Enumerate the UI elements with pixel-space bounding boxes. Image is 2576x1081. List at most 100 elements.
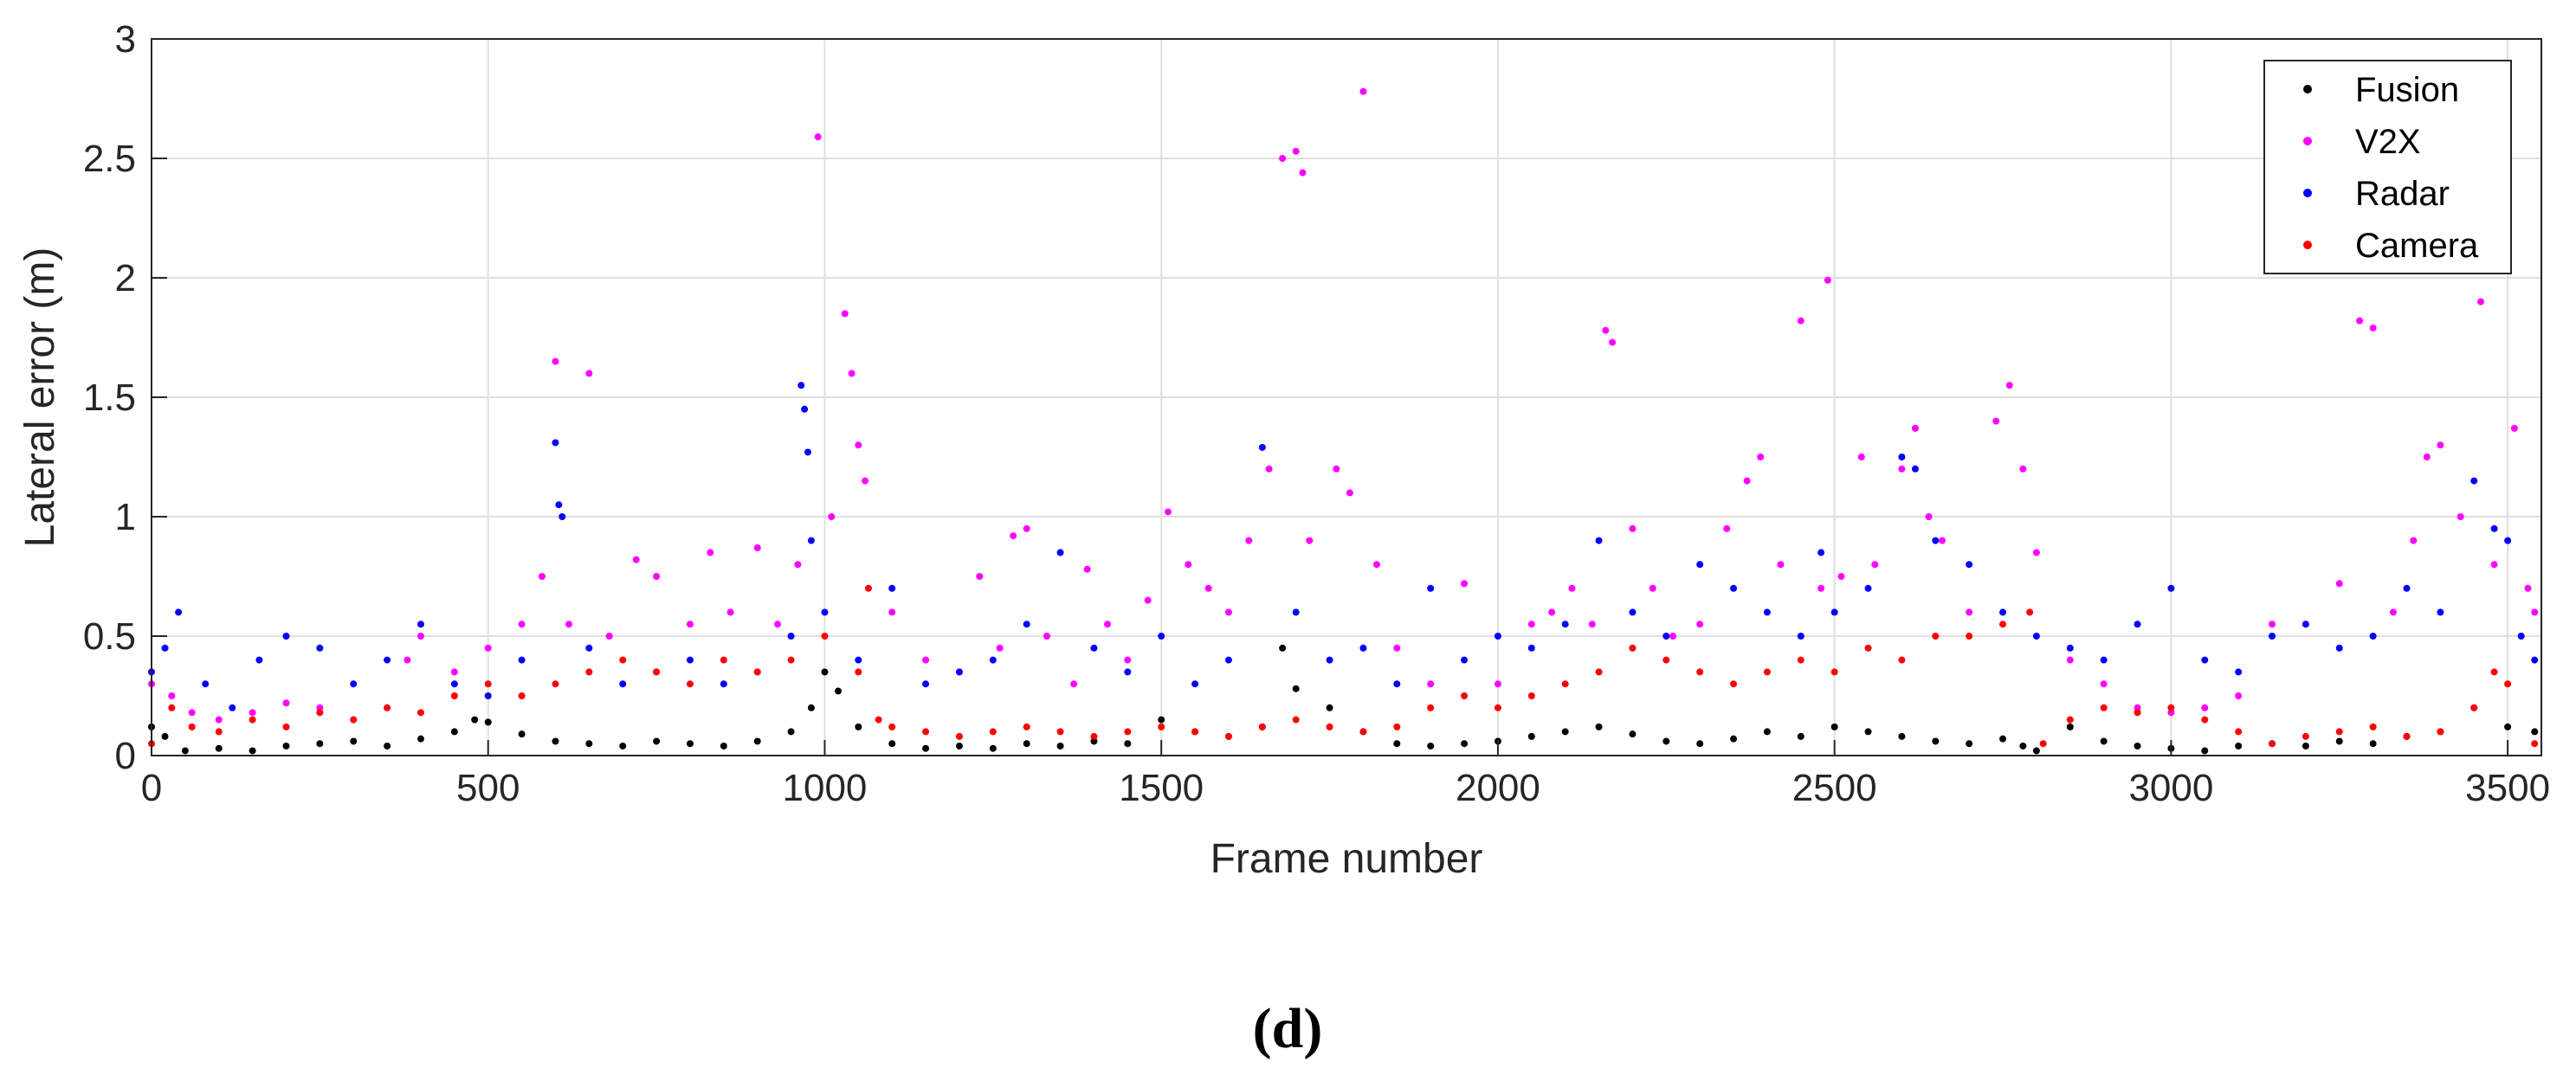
data-point <box>2403 584 2411 592</box>
data-point <box>1527 644 1535 652</box>
data-point <box>2201 656 2209 664</box>
data-point <box>1696 668 1704 676</box>
data-point <box>2167 584 2175 592</box>
data-point <box>585 644 593 652</box>
data-point <box>1763 668 1771 676</box>
data-point <box>1393 644 1401 652</box>
data-point <box>1326 656 1333 664</box>
data-point <box>1359 644 1367 652</box>
y-tick-label: 1 <box>115 496 136 538</box>
data-point <box>821 668 829 676</box>
data-point <box>1292 716 1300 724</box>
legend-label-fusion: Fusion <box>2355 71 2459 109</box>
data-point <box>753 668 761 676</box>
data-point <box>1898 732 1906 740</box>
data-point <box>282 742 290 750</box>
data-point <box>1245 537 1253 544</box>
data-point <box>787 728 795 736</box>
data-point <box>1999 735 2007 743</box>
legend-label-radar: Radar <box>2355 175 2450 213</box>
data-point <box>1427 680 1435 688</box>
data-point <box>807 704 815 711</box>
data-point <box>1056 742 1064 750</box>
data-point <box>1730 680 1738 688</box>
data-point <box>1649 584 1656 592</box>
data-point <box>2437 441 2444 449</box>
data-point <box>1898 465 1906 473</box>
data-point <box>1932 737 1940 745</box>
series-radar <box>148 382 2539 711</box>
data-point <box>188 709 196 717</box>
data-point <box>922 744 930 752</box>
data-point <box>707 549 714 557</box>
data-point <box>450 728 458 736</box>
data-point <box>1871 561 1879 569</box>
data-point <box>1999 621 2007 628</box>
data-point <box>2201 716 2209 724</box>
data-point <box>1104 621 1111 628</box>
data-point <box>1561 621 1569 628</box>
legend-label-camera: Camera <box>2355 227 2479 265</box>
data-point <box>1124 656 1132 664</box>
y-tick-label: 0.5 <box>83 615 136 658</box>
y-tick-label: 0 <box>115 735 136 777</box>
data-point <box>316 704 324 711</box>
data-point <box>249 747 256 755</box>
data-point <box>2019 465 2027 473</box>
data-point <box>161 732 169 740</box>
data-point <box>1777 561 1785 569</box>
data-point <box>2437 608 2444 616</box>
data-point <box>229 704 236 711</box>
data-point <box>2100 656 2108 664</box>
data-point <box>1224 608 1232 616</box>
data-point <box>1602 326 1610 334</box>
data-point <box>518 656 526 664</box>
data-point <box>1494 633 1501 640</box>
data-point <box>249 716 256 724</box>
data-point <box>1292 608 1300 616</box>
data-point <box>1911 465 1919 473</box>
data-point <box>1359 87 1367 95</box>
data-point <box>888 584 896 592</box>
data-point <box>632 556 640 563</box>
data-point <box>1830 723 1838 730</box>
data-point <box>1346 489 1353 497</box>
data-point <box>1696 621 1704 628</box>
data-point <box>1662 737 1670 745</box>
data-point <box>2517 633 2525 640</box>
data-point <box>2005 382 2013 389</box>
data-point <box>2235 668 2243 676</box>
data-point <box>1797 317 1804 325</box>
data-point <box>1158 633 1165 640</box>
y-tick-label: 2 <box>115 257 136 299</box>
data-point <box>1992 417 2000 425</box>
plot-area: 0 500 1000 1500 2000 2500 3000 3500 0 0.5 1 1.5 2 2.… <box>83 18 2550 809</box>
data-point <box>2389 608 2397 616</box>
data-point <box>565 621 573 628</box>
data-point <box>1023 621 1030 628</box>
data-point <box>1609 338 1617 346</box>
data-point <box>585 740 593 748</box>
data-point <box>1730 735 1738 743</box>
data-point <box>2524 584 2532 592</box>
data-point <box>1461 692 1469 699</box>
data-point <box>450 680 458 688</box>
data-point <box>1299 169 1307 177</box>
data-point <box>888 740 896 748</box>
data-point <box>1164 508 1172 516</box>
data-point <box>2134 621 2141 628</box>
data-point <box>2066 723 2074 730</box>
data-point <box>1090 732 1098 740</box>
data-point <box>1191 680 1199 688</box>
data-point <box>161 644 169 652</box>
data-point <box>188 723 196 730</box>
data-point <box>848 370 855 377</box>
data-point <box>821 608 829 616</box>
data-point <box>1629 644 1637 652</box>
data-point <box>855 656 862 664</box>
data-point <box>1090 644 1098 652</box>
data-point <box>552 439 559 447</box>
data-point <box>841 310 849 318</box>
data-point <box>518 730 526 738</box>
data-point <box>585 668 593 676</box>
